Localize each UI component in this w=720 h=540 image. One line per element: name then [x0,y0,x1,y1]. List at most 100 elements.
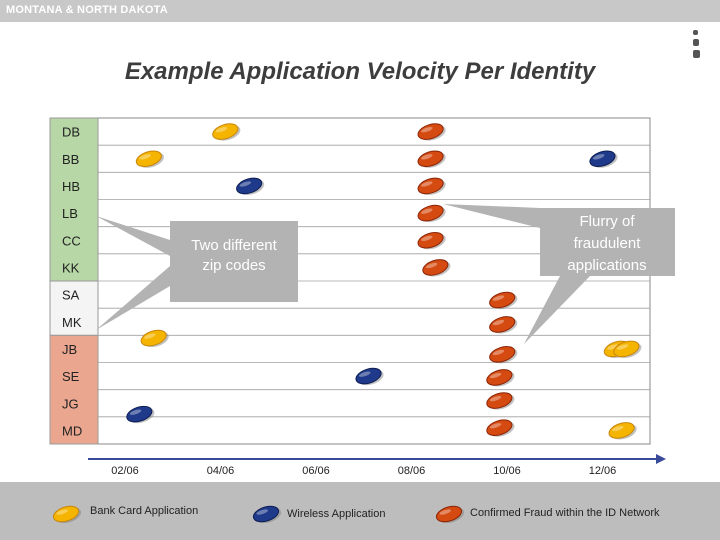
x-tick-label: 08/06 [398,465,426,477]
pill-highlight [607,344,619,350]
pill-body [126,405,153,423]
row-label: JG [62,396,79,411]
callout-pointer [96,216,170,256]
pill-highlight [616,344,629,350]
pill-body [417,231,444,249]
row-label: HB [62,179,80,194]
row-label: SA [62,288,80,303]
pill-body [417,150,444,168]
row-label: KK [62,260,80,275]
x-axis-arrow [656,454,666,464]
row-label: LB [62,206,78,221]
pill-highlight [492,319,505,326]
row-label: BB [62,152,79,167]
fraud-point [422,259,451,277]
pill-body [355,367,382,385]
pill-highlight [56,509,68,515]
wireless-point [126,405,155,424]
pill-highlight [215,127,228,133]
pill-highlight [489,395,502,402]
pill-highlight [489,423,502,429]
legend-icon-fraud [435,505,465,524]
pill-body [435,505,463,523]
pill-highlight [489,372,502,379]
callout-pointer [524,276,590,344]
pill-highlight [256,509,268,515]
callout-zip [170,221,298,302]
chart-title: Example Application Velocity Per Identit… [124,58,596,85]
callout-zip-text: Two different [191,237,277,254]
pill-body [140,329,167,347]
callout-zip-text: zip codes [202,257,265,274]
callout-flurry-text: fraudulent [574,235,642,252]
wireless-point [355,367,384,386]
row-label: SE [62,369,80,384]
pill-body [252,505,280,523]
legend-label-wireless: Wireless Application [287,508,386,520]
x-tick-label: 04/06 [207,465,235,477]
pill-highlight [359,371,371,377]
pill-body [489,316,516,333]
row-band-bottom [49,334,99,445]
callout-flurry [540,208,675,276]
row-label: MD [62,423,82,438]
pill-highlight [492,349,505,356]
pill-body [417,177,444,195]
pill-highlight [421,127,433,133]
fraud-point [417,123,446,141]
more-icon [693,30,701,62]
bank-point [613,340,642,358]
fraud-point [417,231,446,250]
legend-label-bank: Bank Card Application [90,505,199,517]
bank-point [140,329,169,348]
fraud-point [489,346,518,364]
pill-body [486,369,513,386]
pill-body [236,177,263,195]
pill-highlight [492,295,505,301]
fraud-point [489,291,518,310]
legend-bar [0,482,720,540]
x-tick-label: 12/06 [589,465,617,477]
x-tick-label: 06/06 [302,465,330,477]
callout-pointer [443,204,540,228]
wireless-point [589,150,618,168]
bank-point [608,422,637,440]
pill-body [608,422,635,439]
x-tick-label: 02/06 [111,465,139,477]
pill-body [486,419,513,436]
legend-icon-bank [52,505,82,524]
header-bar: MONTANA & NORTH DAKOTA [0,0,720,22]
fraud-point [417,177,446,195]
row-label: MK [62,315,82,330]
pill-highlight [421,235,433,241]
fraud-point [486,369,515,387]
fraud-point [486,392,515,410]
row-label: DB [62,125,80,140]
pill-body [489,291,516,309]
pill-body [52,505,80,523]
pill-highlight [139,154,151,160]
pill-body [417,123,444,140]
callout-flurry-text: Flurry of [579,213,635,230]
row-label: JB [62,342,77,357]
fraud-point [489,316,518,334]
pill-body [486,392,513,409]
wireless-point [236,177,265,195]
row-label: CC [62,233,81,248]
pill-highlight [421,181,433,187]
pill-body [417,204,444,222]
pill-body [135,150,162,168]
fraud-point [417,150,446,168]
pill-highlight [425,262,438,269]
pill-body [613,340,640,358]
pill-highlight [239,181,252,187]
row-band-top [49,117,99,282]
fraud-point [417,204,446,223]
callout-flurry-text: applications [567,257,646,274]
pill-body [212,123,239,140]
pill-highlight [421,154,433,160]
bank-point [212,123,241,141]
pill-highlight [129,409,142,415]
pill-highlight [592,154,605,160]
